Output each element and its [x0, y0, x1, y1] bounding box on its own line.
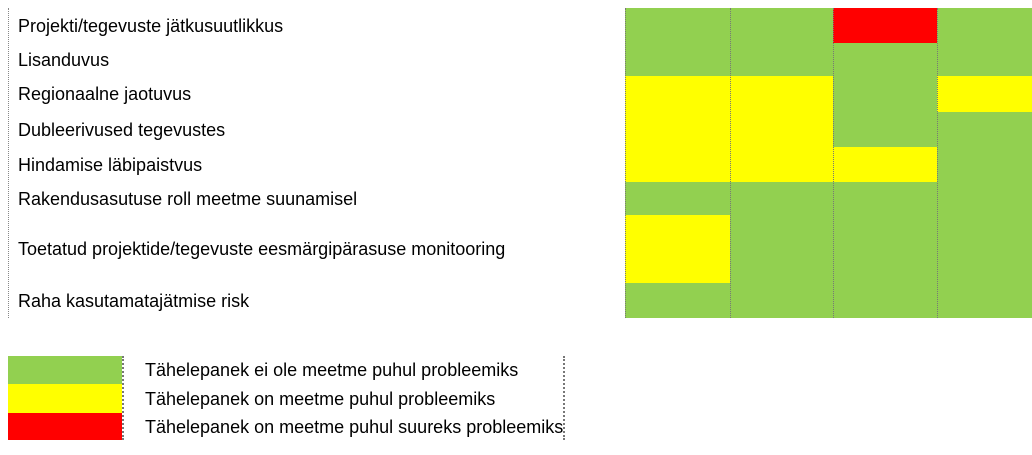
status-cell	[730, 215, 833, 283]
status-cell	[730, 76, 833, 112]
status-cell	[625, 76, 730, 112]
status-cell	[937, 215, 1032, 283]
status-cell	[625, 43, 730, 76]
status-cell	[730, 182, 833, 215]
status-cell	[833, 43, 937, 76]
legend-divider	[563, 356, 565, 440]
legend-swatch	[8, 384, 122, 413]
status-cell	[937, 182, 1032, 215]
status-cell	[730, 43, 833, 76]
row-label: Projekti/tegevuste jätkusuutlikkus	[18, 15, 284, 36]
status-cell	[833, 283, 937, 318]
row-label: Dubleerivused tegevustes	[18, 119, 226, 140]
row-label: Rakendusasutuse roll meetme suunamisel	[18, 188, 358, 209]
status-cell	[833, 215, 937, 283]
legend-divider	[122, 356, 124, 440]
column-divider	[730, 8, 731, 318]
status-cell	[833, 76, 937, 112]
legend-label: Tähelepanek ei ole meetme puhul probleem…	[145, 360, 519, 380]
status-cell	[833, 8, 937, 43]
column-divider	[625, 8, 626, 318]
row-label: Lisanduvus	[18, 49, 110, 70]
status-cell	[730, 8, 833, 43]
status-cell	[625, 112, 730, 147]
status-cell	[625, 8, 730, 43]
legend-label: Tähelepanek on meetme puhul suureks prob…	[145, 416, 564, 437]
row-divider	[8, 8, 9, 318]
status-cell	[730, 283, 833, 318]
status-cell	[937, 112, 1032, 147]
column-divider	[833, 8, 834, 318]
status-cell	[625, 283, 730, 318]
status-cell	[937, 43, 1032, 76]
legend-label: Tähelepanek on meetme puhul probleemiks	[145, 388, 496, 409]
status-cell	[730, 112, 833, 147]
row-label: Raha kasutamatajätmise risk	[18, 290, 250, 311]
status-cell	[625, 215, 730, 283]
row-label: Hindamise läbipaistvus	[18, 154, 203, 175]
status-cell	[730, 147, 833, 182]
status-cell	[833, 112, 937, 147]
status-cell	[937, 283, 1032, 318]
status-cell	[833, 182, 937, 215]
status-cell	[625, 147, 730, 182]
row-label: Regionaalne jaotuvus	[18, 84, 192, 104]
status-cell	[625, 182, 730, 215]
legend-swatch	[8, 356, 122, 384]
status-cell	[937, 147, 1032, 182]
status-cell	[937, 8, 1032, 43]
status-cell	[937, 76, 1032, 112]
column-divider	[937, 8, 938, 318]
row-label: Toetatud projektide/tegevuste eesmärgipä…	[18, 239, 506, 259]
legend-swatch	[8, 413, 122, 440]
status-cell	[833, 147, 937, 182]
